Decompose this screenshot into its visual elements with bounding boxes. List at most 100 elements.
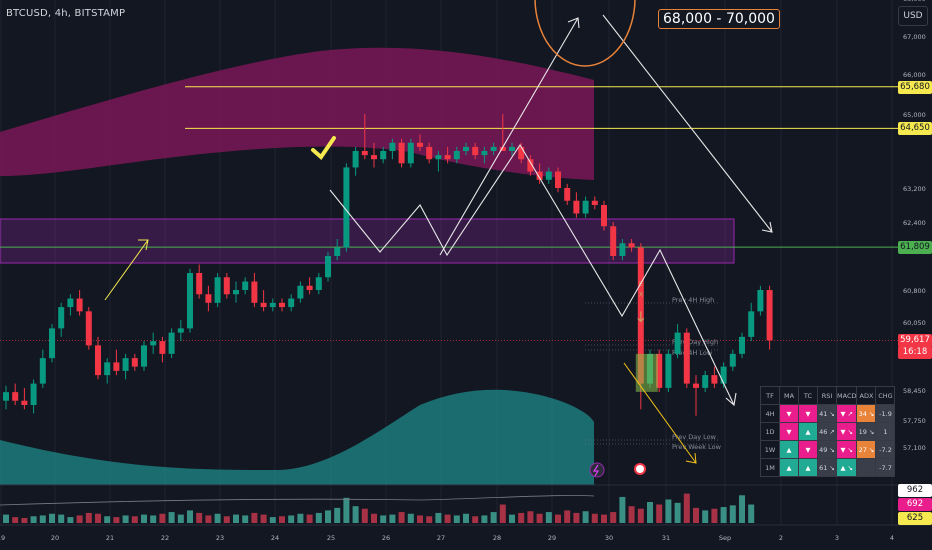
target-circle bbox=[534, 0, 636, 67]
volume-bar bbox=[12, 517, 19, 523]
candle-body bbox=[499, 146, 506, 151]
candle-body bbox=[711, 375, 718, 384]
candle-body bbox=[113, 362, 120, 371]
volume-bar bbox=[683, 493, 690, 523]
price-tick: 63,200 bbox=[903, 185, 926, 193]
candle-body bbox=[260, 302, 267, 308]
teal-cloud bbox=[0, 389, 594, 485]
volume-bar bbox=[3, 514, 9, 523]
date-tick: 25 bbox=[327, 534, 335, 542]
candle-body bbox=[610, 226, 617, 256]
volume-bar bbox=[177, 514, 184, 523]
date-tick: 27 bbox=[437, 534, 445, 542]
table-header-adx: ADX bbox=[856, 386, 877, 405]
volume-bar bbox=[490, 512, 497, 523]
date-tick: 30 bbox=[605, 534, 613, 542]
cell-tc: ▲ bbox=[798, 422, 818, 441]
candle-body bbox=[729, 353, 736, 367]
candle-body bbox=[720, 366, 727, 384]
symbol-title: BTCUSD, 4h, BITSTAMP bbox=[6, 8, 126, 19]
volume-bar bbox=[720, 507, 727, 523]
volume-bar bbox=[463, 513, 469, 523]
down-arrow-yellow bbox=[623, 362, 697, 464]
candle-body bbox=[233, 290, 239, 295]
volume-bar bbox=[67, 517, 74, 523]
date-tick: 24 bbox=[271, 534, 279, 542]
resistance-zone bbox=[0, 218, 735, 264]
price-tick: 62,400 bbox=[903, 219, 926, 227]
candle-body bbox=[334, 247, 341, 256]
candle-body bbox=[463, 146, 469, 151]
candle-body bbox=[196, 273, 203, 295]
volume-bar bbox=[536, 513, 543, 523]
volume-bar bbox=[343, 497, 350, 523]
candle-body bbox=[177, 328, 184, 333]
volume-bar bbox=[122, 515, 129, 523]
volume-bar bbox=[131, 516, 138, 523]
volume-bar bbox=[693, 507, 699, 523]
table-row: 1M ▲ ▲ 61 ↘ ▲ ↘ -7.7 bbox=[760, 458, 896, 477]
volume-bar bbox=[168, 512, 175, 523]
level-label: Prev 4H Low bbox=[672, 349, 713, 357]
volume-bar bbox=[637, 508, 644, 523]
cell-adx: 19 ↘ bbox=[856, 422, 877, 441]
candle-body bbox=[748, 311, 755, 337]
cell-adx: 34 ↘ bbox=[856, 404, 877, 423]
volume-bar bbox=[444, 514, 451, 523]
table-header-ma: MA bbox=[779, 386, 799, 405]
arrow-head bbox=[567, 17, 580, 29]
date-tick: 2 bbox=[779, 534, 783, 542]
volume-bar bbox=[187, 510, 193, 523]
date-tick: 28 bbox=[493, 534, 501, 542]
candle-body bbox=[30, 383, 37, 405]
candle-body bbox=[757, 290, 764, 312]
candlestick-series: EX bbox=[3, 114, 773, 416]
volume-bar bbox=[76, 515, 83, 523]
candle-body bbox=[601, 205, 607, 227]
cell-ma: ▼ bbox=[779, 404, 799, 423]
level-label: Prev Week Low bbox=[672, 443, 722, 451]
candle-body bbox=[269, 302, 276, 308]
candle-body bbox=[242, 281, 249, 290]
cell-macd: ▼ ↘ bbox=[835, 440, 858, 459]
entry-marker-x: X bbox=[639, 290, 644, 298]
volume-bar bbox=[739, 495, 745, 523]
magenta-cloud bbox=[0, 47, 594, 181]
volume-bar bbox=[426, 516, 433, 523]
entry-highlight bbox=[635, 353, 658, 392]
candle-body bbox=[739, 336, 745, 354]
price-tick: 65,000 bbox=[903, 111, 926, 119]
currency-button[interactable]: USD bbox=[898, 6, 928, 26]
volume-bar bbox=[150, 515, 157, 523]
price-axis[interactable]: 68,000 67,000 66,000 65,000 63,200 62,400 60,8… bbox=[898, 0, 932, 525]
arrow-head bbox=[138, 239, 149, 251]
candle-body bbox=[527, 159, 534, 172]
volume-bar bbox=[582, 511, 589, 523]
volume-bar bbox=[702, 510, 709, 523]
candle-body bbox=[150, 341, 157, 346]
volume-bar bbox=[306, 514, 313, 523]
volume-bar bbox=[518, 512, 525, 523]
candle-body bbox=[490, 146, 497, 151]
cell-tc: ▼ bbox=[798, 440, 818, 459]
date-axis[interactable]: 19202122232425262728293031Sep234 bbox=[0, 524, 932, 542]
candle-body bbox=[251, 281, 258, 303]
candle-body bbox=[288, 298, 295, 308]
cell-adx: 27 ↘ bbox=[856, 440, 877, 459]
candle-body bbox=[545, 171, 552, 180]
candle-body bbox=[453, 151, 460, 160]
volume-bar bbox=[472, 516, 479, 523]
volume-bar bbox=[361, 508, 368, 523]
candle-body bbox=[95, 345, 101, 376]
volume-tag: 962 bbox=[898, 484, 932, 497]
candle-body bbox=[279, 302, 285, 308]
volume-bar bbox=[334, 507, 341, 523]
candle-body bbox=[380, 151, 387, 160]
date-tick: 31 bbox=[662, 534, 670, 542]
volume-bar bbox=[435, 512, 442, 523]
candle-body bbox=[49, 328, 55, 359]
candle-body bbox=[159, 341, 166, 354]
price-tag: 59,617 bbox=[898, 334, 932, 348]
candle-body bbox=[573, 200, 580, 214]
